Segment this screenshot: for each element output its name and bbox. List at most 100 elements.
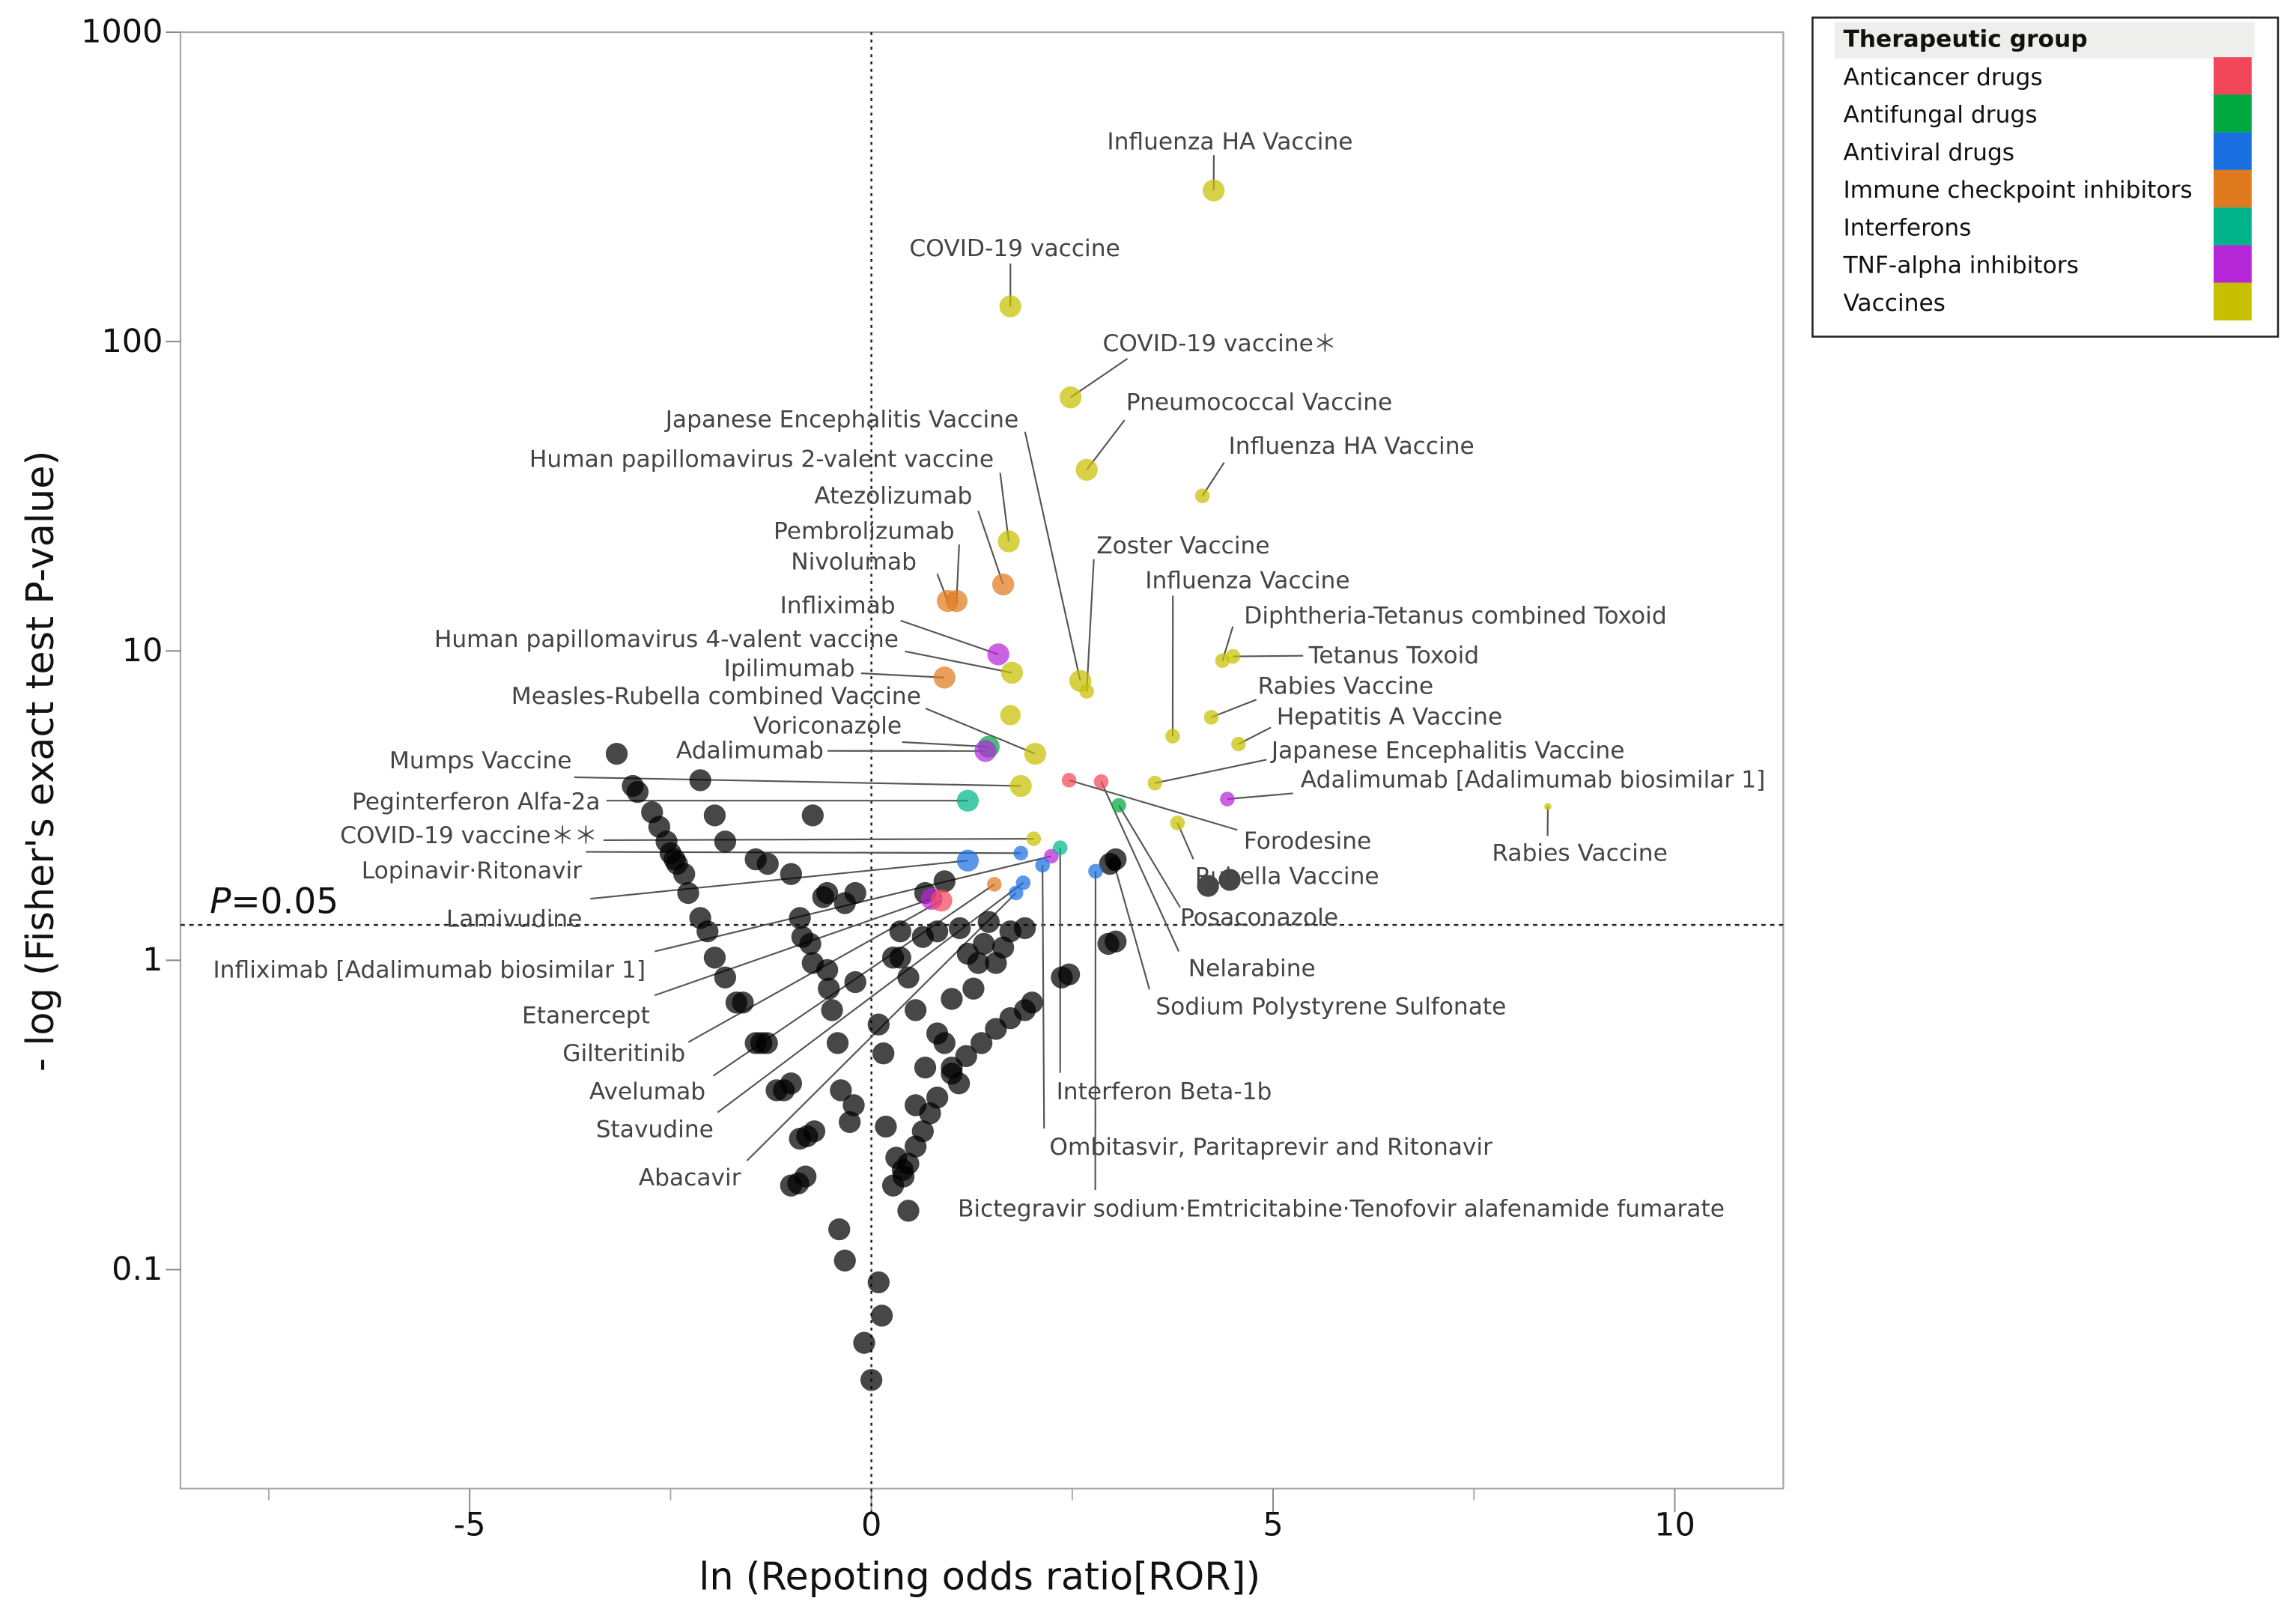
legend-label: TNF-alpha inhibitors bbox=[1842, 252, 2078, 279]
data-point-other bbox=[1105, 930, 1127, 953]
leader-line bbox=[902, 741, 989, 748]
point-label: Measles-Rubella combined Vaccine bbox=[511, 683, 921, 710]
data-point-other bbox=[881, 1174, 905, 1197]
data-point-other bbox=[948, 917, 971, 940]
data-point-other bbox=[985, 1018, 1007, 1040]
data-point-other bbox=[1197, 875, 1219, 897]
data-point bbox=[1203, 179, 1225, 201]
point-label: Infliximab [Adalimumab biosimilar 1] bbox=[213, 957, 646, 984]
data-point-other bbox=[795, 1165, 817, 1188]
leader-line bbox=[1042, 865, 1045, 1129]
data-point bbox=[1544, 803, 1552, 810]
data-point bbox=[1026, 831, 1042, 846]
leader-line bbox=[977, 510, 1004, 585]
data-point-other bbox=[941, 1063, 963, 1085]
x-axis-title: ln (Repoting odds ratio[ROR]) bbox=[699, 1555, 1260, 1599]
data-point-other bbox=[955, 1045, 977, 1068]
point-label: Abacavir bbox=[639, 1164, 741, 1191]
point-label: COVID-19 vaccine＊＊ bbox=[340, 822, 598, 849]
leader-line bbox=[1024, 431, 1081, 681]
data-point-other bbox=[689, 769, 711, 792]
legend-box bbox=[1811, 16, 2280, 338]
point-label: Diphtheria-Tetanus combined Toxoid bbox=[1244, 603, 1666, 630]
point-label: Tetanus Toxoid bbox=[1308, 642, 1479, 669]
leader-line bbox=[1155, 759, 1267, 784]
leader-line bbox=[1086, 559, 1095, 692]
data-point-other bbox=[867, 1013, 890, 1036]
threshold-label-p: P bbox=[210, 881, 231, 923]
point-label: Human papillomavirus 2-valent vaccine bbox=[529, 446, 994, 473]
data-point-other bbox=[889, 920, 911, 943]
data-point-other bbox=[844, 881, 866, 905]
point-label: Atezolizumab bbox=[814, 482, 972, 509]
y-tick-label: 1 bbox=[142, 941, 163, 979]
leader-line bbox=[905, 650, 1012, 674]
data-point-other bbox=[677, 881, 699, 905]
leader-line bbox=[1069, 779, 1238, 831]
x-tick-label: -5 bbox=[454, 1506, 486, 1543]
data-point bbox=[1215, 653, 1230, 669]
point-label: Etanercept bbox=[522, 1002, 650, 1029]
legend-label: Antifungal drugs bbox=[1843, 102, 2037, 129]
data-point-other bbox=[703, 947, 726, 969]
point-label: Adalimumab bbox=[676, 737, 824, 764]
data-point-other bbox=[867, 1271, 890, 1294]
point-label: Sodium Polystyrene Sulfonate bbox=[1155, 994, 1506, 1021]
leader-line bbox=[586, 851, 1021, 854]
data-point-other bbox=[914, 1056, 937, 1079]
data-point-other bbox=[904, 999, 927, 1021]
point-label: Ombitasvir, Paritaprevir and Ritonavir bbox=[1049, 1134, 1492, 1161]
point-label: Rabies Vaccine bbox=[1492, 839, 1667, 866]
leader-line bbox=[1070, 357, 1129, 398]
data-point-other bbox=[853, 1331, 875, 1354]
point-label: Voriconazole bbox=[753, 712, 902, 739]
point-labels: Influenza HA Vaccine COVID-19 vaccine COVI… bbox=[213, 128, 1765, 1222]
data-point bbox=[930, 889, 953, 912]
data-point bbox=[1203, 710, 1219, 725]
data-point bbox=[999, 295, 1021, 318]
data-point-other bbox=[828, 1218, 851, 1241]
data-point bbox=[1000, 705, 1021, 726]
data-point bbox=[1008, 885, 1024, 901]
point-label: Avelumab bbox=[589, 1078, 705, 1105]
data-point bbox=[997, 530, 1020, 553]
y-tick-label: 10 bbox=[122, 632, 163, 669]
data-point bbox=[1165, 729, 1180, 744]
data-point-other bbox=[962, 977, 985, 1000]
data-point-other bbox=[780, 1072, 803, 1095]
data-point-other bbox=[826, 1032, 849, 1054]
data-point bbox=[1000, 661, 1024, 684]
point-label: Infliximab bbox=[780, 592, 896, 619]
legend-label: Immune checkpoint inhibitors bbox=[1843, 177, 2192, 204]
data-point-other bbox=[714, 830, 737, 853]
data-point-other bbox=[926, 920, 949, 943]
legend-swatch bbox=[2213, 245, 2252, 283]
legend-swatch bbox=[2213, 57, 2252, 95]
data-point-other bbox=[870, 1304, 893, 1327]
data-point bbox=[1220, 792, 1235, 807]
data-point bbox=[1015, 875, 1031, 890]
legend-items: Anticancer drugs Antifungal drugs Antivira… bbox=[1842, 57, 2252, 321]
data-point bbox=[1052, 840, 1068, 855]
data-point-other bbox=[626, 780, 649, 804]
legend-label: Interferons bbox=[1843, 214, 1971, 241]
data-point-other bbox=[844, 970, 866, 994]
data-point-other bbox=[933, 870, 956, 893]
data-point-other bbox=[919, 1102, 941, 1125]
data-point bbox=[956, 789, 980, 812]
data-point bbox=[1009, 774, 1032, 798]
data-point-other bbox=[973, 932, 995, 956]
point-label: Gilteritinib bbox=[562, 1040, 685, 1067]
data-point-other bbox=[744, 848, 767, 871]
data-point bbox=[991, 573, 1015, 596]
point-label: Pneumococcal Vaccine bbox=[1126, 389, 1392, 416]
point-label: Mumps Vaccine bbox=[389, 747, 572, 774]
data-point-other bbox=[860, 1369, 883, 1391]
leader-line bbox=[1211, 699, 1257, 718]
point-label: Forodesine bbox=[1244, 828, 1371, 855]
legend-swatch bbox=[2213, 169, 2252, 208]
legend-title: Therapeutic group bbox=[1843, 26, 2087, 53]
data-point-other bbox=[791, 926, 814, 948]
data-point-other bbox=[605, 742, 628, 765]
